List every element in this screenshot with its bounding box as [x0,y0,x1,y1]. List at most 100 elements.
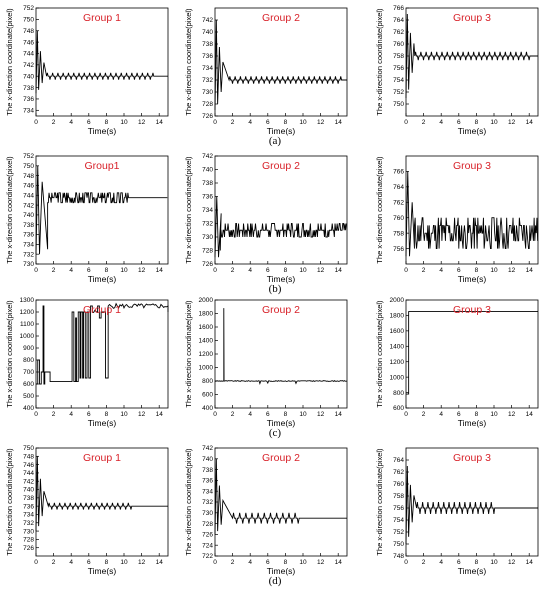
y-tick-label: 1800 [199,311,214,318]
y-tick-label: 736 [202,194,213,201]
y-tick-label: 746 [23,39,34,46]
y-tick-label: 1300 [20,297,35,304]
series-line-1 [35,456,168,532]
x-tick-label: 4 [69,411,73,418]
chart-title: Group 1 [83,452,121,464]
y-tick-label: 756 [393,246,404,253]
x-tick-label: 10 [299,559,307,566]
x-tick-label: 8 [105,559,109,566]
y-tick-label: 730 [202,234,213,241]
x-tick-label: 10 [490,119,498,126]
plot-frame [214,7,348,117]
x-tick-label: 2 [422,119,426,126]
y-tick-label: 500 [23,393,34,400]
x-tick-label: 0 [213,119,217,126]
x-tick-label: 0 [404,267,408,274]
y-tick-label: 740 [23,487,34,494]
y-tick-label: 764 [393,457,404,464]
y-tick-label: 738 [202,467,213,474]
chart-title: Group1 [84,160,119,172]
y-tick-label: 750 [23,17,34,24]
x-tick-label: 6 [266,119,270,126]
y-tick-label: 1000 [20,333,35,340]
x-tick-label: 0 [34,559,38,566]
chart-title: Group 3 [453,304,491,316]
series-line-1 [406,311,538,395]
plot-frame [35,155,169,265]
y-tick-label: 1200 [20,309,35,316]
y-tick-label: 750 [23,163,34,170]
chart-panel-2: 0 2 4 6 8 10 12 14 726 728 730 732 734 736 738 740 742 Gr… [184,7,348,136]
x-tick-label: 8 [475,559,479,566]
y-tick-label: 732 [202,77,213,84]
x-tick-label: 10 [299,267,307,274]
x-axis-label: Time(s) [267,566,296,576]
x-tick-label: 4 [69,267,73,274]
x-tick-label: 0 [404,411,408,418]
x-axis-label: Time(s) [458,274,487,284]
y-tick-label: 734 [202,488,213,495]
y-tick-label: 1000 [199,365,214,372]
chart-title: Group 1 [83,12,121,24]
y-tick-label: 736 [202,478,213,485]
y-axis-label: The x-direction coordinate(pixel) [375,156,384,264]
y-tick-label: 734 [23,512,34,519]
series-line-1 [214,458,347,535]
y-tick-label: 758 [393,493,404,500]
x-tick-label: 6 [266,559,270,566]
y-tick-label: 726 [202,532,213,539]
x-axis-label: Time(s) [458,418,487,428]
y-tick-label: 740 [202,29,213,36]
x-tick-label: 10 [490,267,498,274]
x-tick-label: 0 [34,119,38,126]
x-tick-label: 12 [138,559,146,566]
y-tick-label: 744 [23,192,34,199]
chart-panel-9: 0 2 4 6 8 10 12 14 600 800 1000 1200 1400 1600 1800 200… [375,297,539,428]
y-tick-label: 1600 [199,324,214,331]
x-tick-label: 14 [335,267,343,274]
x-tick-label: 2 [231,119,235,126]
y-tick-label: 728 [202,101,213,108]
series-line-1 [405,171,539,257]
y-tick-label: 752 [393,529,404,536]
y-tick-label: 732 [23,251,34,258]
plot-frame [35,447,169,557]
x-tick-label: 6 [266,411,270,418]
y-axis-label: The x-direction coordinate(pixel) [375,8,384,116]
y-tick-label: 746 [23,462,34,469]
chart-title: Group 3 [453,452,491,464]
y-axis-label: The x-direction coordinate(pixel) [5,448,14,556]
y-tick-label: 732 [23,520,34,527]
y-tick-label: 734 [23,242,34,249]
plot-frame [35,299,169,409]
y-tick-label: 752 [23,5,34,12]
y-tick-label: 742 [202,17,213,24]
y-tick-label: 740 [202,456,213,463]
y-tick-label: 730 [202,89,213,96]
x-tick-label: 4 [248,411,252,418]
x-axis-label: Time(s) [88,566,117,576]
y-tick-label: 760 [393,41,404,48]
chart-panel-6: 0 2 4 6 8 10 12 14 756 758 760 762 764 766 Group 3 Time… [375,155,539,284]
chart-title: Group 2 [262,160,300,172]
x-tick-label: 4 [439,119,443,126]
x-tick-label: 12 [138,411,146,418]
y-tick-label: 722 [202,553,213,560]
y-tick-label: 1100 [20,321,34,328]
y-tick-label: 734 [202,65,213,72]
x-tick-label: 4 [248,559,252,566]
series-line-1 [35,30,168,94]
x-tick-label: 4 [69,559,73,566]
y-tick-label: 1200 [199,351,214,358]
caption-a: (a) [269,135,282,147]
y-tick-label: 732 [202,499,213,506]
x-tick-label: 0 [404,119,408,126]
caption-b: (b) [269,283,282,295]
y-tick-label: 736 [23,503,34,510]
y-tick-label: 764 [393,184,404,191]
x-tick-label: 2 [422,559,426,566]
x-tick-label: 6 [87,119,91,126]
y-tick-label: 724 [202,542,213,549]
y-tick-label: 742 [202,153,213,160]
x-tick-label: 12 [317,267,325,274]
